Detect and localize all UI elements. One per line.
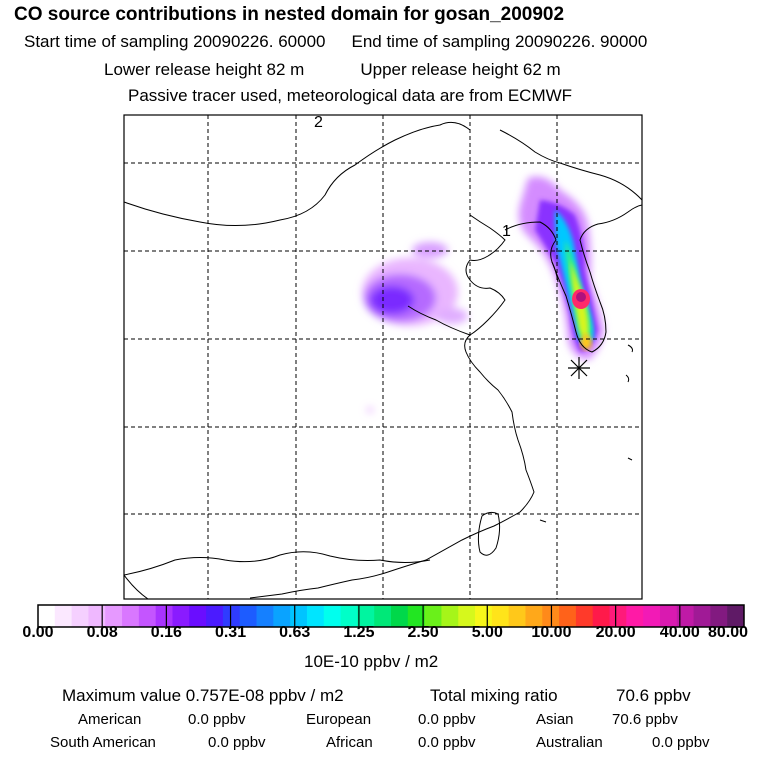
colorbar-tick-label: 80.00: [707, 624, 749, 641]
colorbar-cell: [559, 605, 577, 627]
colorbar-cell: [575, 605, 594, 627]
colorbar-tick-label: 5.00: [471, 624, 503, 641]
sampling-times: Start time of sampling 20090226. 60000 En…: [24, 32, 647, 52]
colorbar-cell: [491, 605, 510, 627]
colorbar-cell: [508, 605, 526, 627]
african-value: 0.0 ppbv: [418, 734, 476, 751]
european-label: European: [306, 711, 372, 728]
end-time: End time of sampling 20090226. 90000: [351, 32, 648, 51]
colorbar-cell: [424, 605, 442, 627]
plume-west: [362, 242, 468, 413]
colorbar-tick-label: 1.25: [343, 624, 375, 641]
colorbar-cell: [54, 605, 73, 627]
asian-value: 70.6 ppbv: [612, 711, 678, 728]
receptor-marker: [568, 357, 590, 379]
colorbar-tick-label: 40.00: [659, 624, 700, 641]
african-label: African: [326, 734, 373, 751]
colorbar-cell: [727, 605, 745, 627]
colorbar-tick-label: 20.00: [595, 624, 636, 641]
colorbar-cell: [105, 605, 123, 627]
south-american-value: 0.0 ppbv: [208, 734, 266, 751]
colorbar-tick-label: 0.31: [214, 624, 247, 641]
map-label-1: 1: [502, 223, 511, 240]
colorbar-cell: [475, 605, 493, 627]
american-label: American: [78, 711, 142, 728]
map-label-2: 2: [314, 114, 323, 131]
colorbar-cell: [38, 605, 56, 627]
upper-release-height: Upper release height 62 m: [360, 60, 561, 79]
australian-label: Australian: [536, 734, 603, 751]
colorbar-cell: [441, 605, 459, 627]
tracer-info: Passive tracer used, meteorological data…: [128, 86, 573, 105]
colorbar-cell: [525, 605, 543, 627]
colorbar-cell: [374, 605, 392, 627]
colorbar: [37, 604, 745, 628]
colorbar-tick-label: 0.00: [22, 624, 54, 641]
colorbar-tick-label: 2.50: [407, 624, 439, 641]
colorbar-tick-label: 0.63: [279, 624, 311, 641]
graticule: [124, 115, 642, 599]
map-frame: [123, 114, 643, 600]
south-american-label: South American: [50, 734, 156, 751]
european-value: 0.0 ppbv: [418, 711, 476, 728]
australian-value: 0.0 ppbv: [652, 734, 710, 751]
colorbar-cell: [609, 605, 627, 627]
colorbar-cell: [273, 605, 291, 627]
colorbar-cell: [138, 605, 157, 627]
colorbar-cell: [122, 605, 140, 627]
colorbar-frame: [37, 604, 745, 628]
colorbar-cell: [222, 605, 241, 627]
total-mixing-value: 70.6 ppbv: [616, 686, 691, 705]
colorbar-cell: [71, 605, 89, 627]
colorbar-cell: [256, 605, 274, 627]
colorbar-cell: [239, 605, 258, 627]
colorbar-tick-label: 10.00: [531, 624, 572, 641]
colorbar-cell: [155, 605, 173, 627]
colorbar-cell: [676, 605, 695, 627]
colorbar-cell: [340, 605, 358, 627]
colorbar-cell: [306, 605, 325, 627]
colorbar-cell: [206, 605, 224, 627]
colorbar-dividers: [101, 605, 681, 627]
colorbar-cell: [323, 605, 342, 627]
plot-title: CO source contributions in nested domain…: [14, 4, 565, 25]
start-time: Start time of sampling 20090226. 60000: [24, 32, 326, 51]
colorbar-cell: [391, 605, 409, 627]
colorbar-tick-label: 0.16: [150, 624, 182, 641]
colorbar-cell: [693, 605, 711, 627]
colorbar-tick-label: 0.08: [86, 624, 118, 641]
colorbar-cell: [172, 605, 190, 627]
colorbar-cell: [458, 605, 476, 627]
colorbar-cell: [592, 605, 611, 627]
colorbar-cell: [659, 605, 678, 627]
colorbar-cell: [407, 605, 426, 627]
colorbar-cell: [88, 605, 106, 627]
colorbar-cell: [643, 605, 661, 627]
release-heights: Lower release height 82 m Upper release h…: [104, 60, 561, 80]
max-value: Maximum value 0.757E-08 ppbv / m2: [62, 686, 344, 705]
colorbar-cell: [626, 605, 644, 627]
colorbar-cell: [189, 605, 207, 627]
colorbar-units: 10E-10 ppbv / m2: [304, 652, 439, 671]
colorbar-cells: [38, 605, 745, 627]
colorbar-cell: [710, 605, 728, 627]
american-value: 0.0 ppbv: [188, 711, 246, 728]
lower-release-height: Lower release height 82 m: [104, 60, 305, 79]
asian-label: Asian: [536, 711, 574, 728]
total-mixing-label: Total mixing ratio: [430, 686, 558, 705]
colorbar-cell: [357, 605, 375, 627]
coastlines: [124, 121, 642, 599]
